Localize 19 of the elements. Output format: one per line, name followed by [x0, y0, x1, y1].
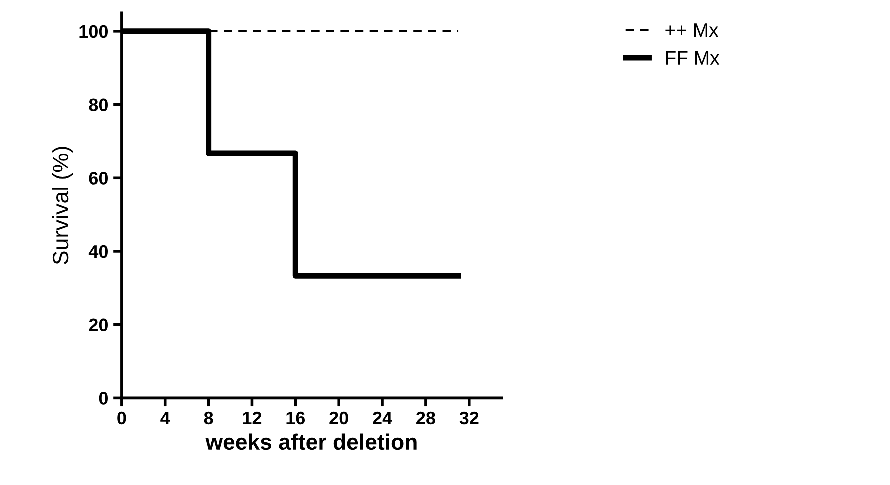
x-axis-title: weeks after deletion — [206, 434, 417, 450]
x-tick-label: 24 — [373, 412, 392, 424]
y-axis-title: Survival (%) — [52, 147, 74, 265]
x-tick-label: 0 — [118, 412, 126, 425]
y-tick-label: 80 — [89, 98, 108, 112]
legend-label: ++ Mx — [666, 24, 719, 37]
x-tick-label: 8 — [204, 412, 214, 425]
x-tick-label: 16 — [286, 412, 306, 425]
x-tick-label: 28 — [416, 412, 436, 425]
x-tick-label: 20 — [330, 412, 348, 425]
x-tick-label: 12 — [243, 412, 262, 424]
y-tick-label: 20 — [89, 318, 108, 332]
x-tick-label: 32 — [460, 412, 479, 425]
x-tick-label: 4 — [160, 412, 170, 424]
y-tick-label: 0 — [99, 392, 108, 405]
y-tick-label: 40 — [88, 245, 108, 258]
legend-label: FF Mx — [666, 51, 720, 65]
y-tick-label: 100 — [80, 25, 108, 38]
y-tick-label: 60 — [89, 172, 108, 185]
